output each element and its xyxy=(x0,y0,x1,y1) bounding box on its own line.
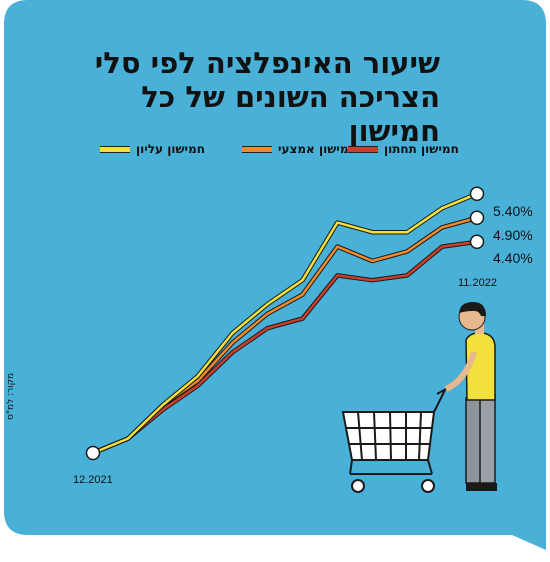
end-point-middle xyxy=(469,210,485,226)
legend-label-middle: חמישון אמצעי xyxy=(278,142,357,156)
end-value-middle: 4.90% xyxy=(493,227,533,243)
end-point-upper xyxy=(469,186,485,202)
end-value-lower: 4.40% xyxy=(493,250,533,266)
series-line-lower xyxy=(92,240,478,455)
chart-points xyxy=(85,186,485,461)
chart-lines xyxy=(92,191,478,456)
legend-label-lower: חמישון תחתון xyxy=(384,142,459,156)
legend-item-middle: חמישון אמצעי xyxy=(242,140,357,158)
chart-title-line-2: הצריכה השונים של כל חמישון xyxy=(141,80,440,148)
end-value-upper: 5.40% xyxy=(493,203,533,219)
series-line-upper xyxy=(92,192,478,455)
x-end-label: 11.2022 xyxy=(458,277,497,289)
legend-item-upper: חמישון עליון xyxy=(100,140,205,158)
legend-label-upper: חמישון עליון xyxy=(136,142,205,156)
person-icon xyxy=(444,302,497,491)
x-start-label: 12.2021 xyxy=(73,474,113,486)
shopper-illustration xyxy=(341,302,497,493)
end-point-lower xyxy=(469,234,485,250)
shopping-cart-icon xyxy=(341,387,449,493)
legend-swatch-upper xyxy=(100,145,130,153)
source-note: מקור: למ"ס xyxy=(6,372,16,420)
chart-title-line-1: שיעור האינפלציה לפי סלי xyxy=(94,46,440,80)
legend-swatch-middle xyxy=(242,145,272,153)
legend-swatch-lower xyxy=(348,145,378,153)
start-point xyxy=(85,445,101,461)
legend-item-lower: חמישון תחתון xyxy=(348,140,459,158)
